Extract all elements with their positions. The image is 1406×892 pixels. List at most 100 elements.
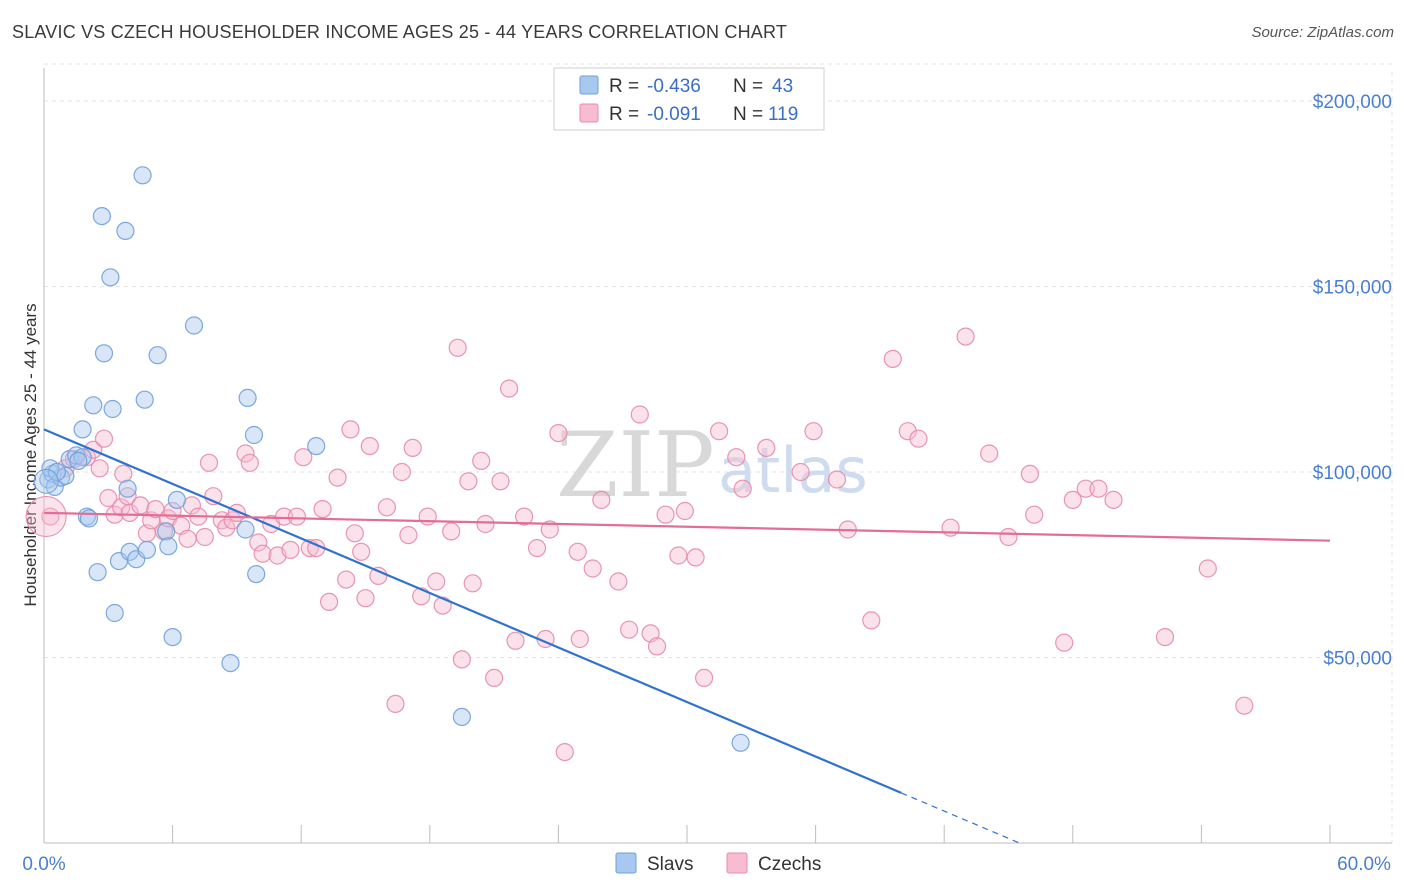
slavs-point-15 <box>101 268 120 287</box>
czechs-point-94 <box>727 448 746 467</box>
slavs-point-17 <box>105 603 124 623</box>
czechs-point-104 <box>909 429 928 448</box>
czechs-point-64 <box>452 650 471 669</box>
czechs-point-102 <box>883 349 902 368</box>
czechs-point-71 <box>500 379 519 398</box>
y-tick-labels: $50,000 $100,000 $150,000 $200,000 <box>1313 92 1392 669</box>
czechs-point-91 <box>686 548 705 567</box>
czechs-point-73 <box>514 507 534 526</box>
x-tick-label-0: 0.0% <box>22 854 65 875</box>
slavs-point-23 <box>133 166 152 185</box>
czechs-point-88 <box>656 505 675 524</box>
slavs-point-30 <box>167 490 186 509</box>
legend-label-czechs: Czechs <box>758 854 821 875</box>
slavs-point-24 <box>135 390 154 409</box>
czechs-point-81 <box>583 559 602 578</box>
czechs-point-54 <box>386 694 405 714</box>
czechs-point-large <box>25 496 67 538</box>
czechs-point-67 <box>472 451 491 470</box>
y-tick-label-2: $150,000 <box>1313 278 1392 299</box>
trend-lines <box>43 428 1331 844</box>
slavs-point-33 <box>236 520 255 539</box>
czechs-point-109 <box>1020 464 1040 483</box>
czechs-point-12 <box>120 503 139 523</box>
czechs-point-51 <box>360 437 379 456</box>
czechs-point-55 <box>392 462 411 482</box>
slavs-points <box>33 166 750 752</box>
czechs-point-59 <box>418 507 437 526</box>
czechs-point-85 <box>630 405 649 424</box>
stats-n-value-czechs: 119 <box>768 104 798 125</box>
czechs-point-115 <box>1104 490 1123 509</box>
czechs-point-5 <box>90 459 109 478</box>
czechs-point-80 <box>570 629 589 649</box>
czechs-point-72 <box>506 631 525 650</box>
legend-swatch-slavs <box>615 852 637 874</box>
czechs-point-52 <box>369 566 388 586</box>
slavs-point-28 <box>159 537 178 556</box>
czechs-point-25 <box>199 453 219 472</box>
czechs-point-45 <box>328 468 347 487</box>
stats-r-value-czechs: -0.091 <box>647 104 701 125</box>
czechs-point-46 <box>337 570 356 589</box>
czechs-point-103 <box>898 422 917 441</box>
slavs-point-42 <box>69 451 88 470</box>
czechs-point-99 <box>827 470 847 489</box>
czechs-point-74 <box>527 538 547 558</box>
watermark-atlas: atlas <box>718 434 868 507</box>
czechs-point-97 <box>791 462 810 482</box>
czechs-point-48 <box>345 524 364 543</box>
slavs-point-34 <box>238 388 257 407</box>
slavs-point-32 <box>221 653 240 673</box>
slavs-point-8 <box>73 420 92 439</box>
legend-label-slavs: Slavs <box>647 854 693 875</box>
czechs-point-24 <box>195 527 214 547</box>
czechs-point-83 <box>609 572 628 591</box>
stats-swatch-czechs <box>579 103 599 123</box>
slavs-point-27 <box>157 522 176 541</box>
czechs-point-62 <box>442 522 461 541</box>
czechs-point-118 <box>1235 696 1254 715</box>
slavs-point-39 <box>731 733 750 752</box>
stats-r-value-slavs: -0.436 <box>647 76 701 97</box>
czechs-point-28 <box>217 518 236 537</box>
slavs-point-10 <box>79 509 99 528</box>
czechs-point-90 <box>675 501 695 521</box>
slavs-point-35 <box>244 425 264 445</box>
czechs-point-116 <box>1155 627 1175 647</box>
czechs-point-98 <box>804 422 823 441</box>
slavs-point-2 <box>45 477 64 496</box>
czechs-trend-line <box>43 511 1331 542</box>
slavs-point-31 <box>184 316 204 335</box>
y-tick-label-1: $100,000 <box>1313 463 1392 484</box>
slavs-point-19 <box>116 221 135 240</box>
czechs-point-79 <box>568 542 587 561</box>
czechs-point-47 <box>341 420 360 439</box>
czechs-point-43 <box>313 500 332 519</box>
czechs-point-37 <box>275 507 294 526</box>
slavs-point-14 <box>94 344 114 363</box>
czechs-point-63 <box>448 338 467 357</box>
czechs-point-66 <box>463 574 482 593</box>
czechs-point-89 <box>669 546 688 565</box>
slavs-point-12 <box>88 563 107 582</box>
czechs-point-13 <box>131 496 150 515</box>
czechs-point-34 <box>253 544 272 563</box>
slavs-point-25 <box>137 540 156 560</box>
x-tick-label-1: 60.0% <box>1337 854 1391 875</box>
czechs-point-53 <box>377 498 396 517</box>
axes <box>43 68 1392 844</box>
slavs-point-26 <box>148 346 167 365</box>
y-tick-label-0: $50,000 <box>1323 649 1392 670</box>
czechs-point-10 <box>114 464 133 483</box>
stats-n-label-slavs: N = <box>733 76 763 97</box>
slavs-point-large <box>33 468 59 494</box>
slavs-point-11 <box>84 396 103 415</box>
czechs-point-78 <box>555 742 574 762</box>
stats-box: R = -0.436 N = 43 R = -0.091 N = 119 <box>553 67 825 131</box>
stats-swatch-slavs <box>579 75 599 95</box>
czechs-point-61 <box>433 596 452 615</box>
stats-r-label-slavs: R = <box>609 76 639 97</box>
y-axis-label: Householder Income Ages 25 - 44 years <box>21 303 40 606</box>
